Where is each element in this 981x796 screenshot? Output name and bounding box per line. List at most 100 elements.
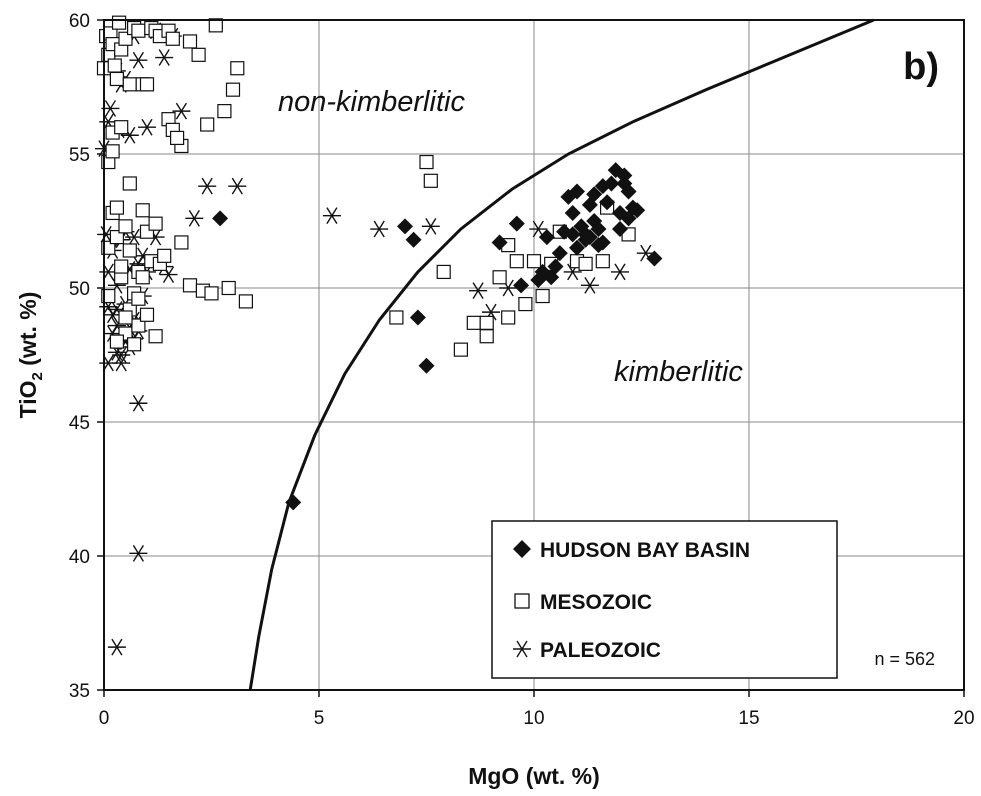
mesozoic-point xyxy=(109,334,125,349)
mesozoic-point xyxy=(217,104,232,119)
mesozoic-point xyxy=(139,77,155,92)
paleozoic-point xyxy=(469,282,488,300)
mesozoic-point xyxy=(105,144,120,159)
hudson-bay-basin-point xyxy=(564,226,581,243)
hudson-bay-basin-point xyxy=(508,215,525,232)
paleozoic-point xyxy=(421,217,440,235)
x-tick-label: 15 xyxy=(738,708,759,729)
mesozoic-point xyxy=(492,270,507,285)
y-tick-label: 45 xyxy=(69,413,90,434)
hudson-bay-basin-point xyxy=(551,245,568,262)
hudson-bay-basin-point xyxy=(616,167,633,184)
hudson-bay-basin-point xyxy=(594,234,611,251)
hudson-bay-basin-point xyxy=(620,183,637,200)
x-tick-label: 10 xyxy=(523,708,544,729)
mesozoic-point xyxy=(111,15,127,30)
hudson-bay-basin-point xyxy=(513,277,530,294)
hudson-bay-basin-point xyxy=(409,309,426,326)
mesozoic-point xyxy=(118,219,133,234)
mesozoic-point xyxy=(135,203,150,218)
mesozoic-point xyxy=(139,307,155,322)
mesozoic-point xyxy=(109,229,125,245)
x-axis-title: MgO (wt. %) xyxy=(468,763,600,789)
hudson-bay-basin-point xyxy=(586,186,603,203)
hudson-bay-basin-point xyxy=(590,221,607,238)
panel-label: b) xyxy=(903,46,939,88)
mesozoic-point xyxy=(208,18,223,33)
boundary-curve-layer xyxy=(248,18,875,691)
legend-marker-mesozoic xyxy=(514,593,530,609)
mesozoic-point xyxy=(535,288,550,304)
hudson-bay-basin-point xyxy=(418,357,435,374)
sample-count: n = 562 xyxy=(874,649,935,669)
mesozoic-point xyxy=(135,270,150,285)
mesozoic-point xyxy=(122,77,137,92)
hudson-bay-basin-point xyxy=(285,494,302,511)
mesozoic-point xyxy=(182,278,198,293)
legend-marker-hudson-bay-basin xyxy=(513,540,531,558)
mesozoic-point xyxy=(200,117,215,132)
mesozoic-point xyxy=(109,71,125,87)
mesozoic-point xyxy=(595,254,610,269)
hudson-bay-basin-point xyxy=(646,250,663,267)
mesozoic-point xyxy=(131,318,146,333)
paleozoic-point xyxy=(107,638,126,656)
x-tick-label: 20 xyxy=(953,708,974,729)
mesozoic-point xyxy=(182,34,198,49)
region-label-kimberlitic: kimberlitic xyxy=(614,356,743,388)
paleozoic-point xyxy=(129,51,148,69)
hudson-bay-basin-point xyxy=(397,218,413,235)
paleozoic-point xyxy=(228,177,247,195)
mesozoic-point xyxy=(225,82,241,97)
hudson-bay-basin-point xyxy=(569,183,585,200)
y-axis-ticks: 35 40 45 50 55 60 xyxy=(69,11,104,702)
mesozoic-point xyxy=(107,58,122,73)
mesozoic-point xyxy=(174,235,189,250)
legend-marker-paleozoic xyxy=(513,640,531,658)
mesozoic-point xyxy=(578,256,593,271)
mesozoic-point xyxy=(466,315,481,330)
paleozoic-point xyxy=(198,177,217,195)
mesozoic-point xyxy=(165,31,180,46)
hudson-bay-basin-point xyxy=(569,239,585,256)
legend: HUDSON BAY BASIN MESOZOIC PALEOZOIC xyxy=(491,520,838,679)
data-points xyxy=(95,15,663,656)
y-tick-label: 35 xyxy=(69,681,90,702)
mesozoic-point xyxy=(157,248,172,263)
mesozoic-point xyxy=(118,310,133,325)
hudson-bay-basin-point xyxy=(405,231,422,248)
hudson-bay-basin-point xyxy=(564,204,581,221)
mesozoic-point xyxy=(101,240,116,255)
mesozoic-point xyxy=(131,23,146,38)
mesozoic-point xyxy=(479,329,494,344)
paleozoic-point xyxy=(185,209,204,227)
mesozoic-point xyxy=(170,130,185,146)
y-tick-label: 60 xyxy=(69,11,90,32)
paleozoic-point xyxy=(155,49,174,66)
mesozoic-point xyxy=(389,310,404,325)
mesozoic-point xyxy=(109,200,125,215)
hudson-bay-basin-point xyxy=(577,226,594,243)
mesozoic-point xyxy=(131,291,146,306)
paleozoic-point xyxy=(129,394,148,412)
y-tick-label: 50 xyxy=(69,279,90,300)
mesozoic-point xyxy=(238,294,253,309)
hudson-bay-basin-point xyxy=(612,221,628,238)
y-tick-label: 55 xyxy=(69,145,90,166)
hudson-bay-basin-point xyxy=(543,269,560,286)
paleozoic-point xyxy=(580,276,599,294)
mesozoic-point xyxy=(204,286,219,301)
x-tick-label: 5 xyxy=(314,708,325,729)
mesozoic-point xyxy=(122,176,137,191)
x-tick-label: 0 xyxy=(99,708,110,729)
mesozoic-point xyxy=(148,329,163,344)
kimberlite-boundary-curve xyxy=(248,18,875,691)
mesozoic-point xyxy=(101,288,116,304)
x-axis-ticks: 0 5 10 15 20 xyxy=(99,690,975,729)
y-axis-title: TiO2 (wt. %) xyxy=(15,292,46,419)
mesozoic-point xyxy=(453,342,468,357)
mesozoic-point xyxy=(423,173,438,188)
hudson-bay-basin-point xyxy=(599,194,616,211)
mesozoic-point xyxy=(436,264,451,280)
